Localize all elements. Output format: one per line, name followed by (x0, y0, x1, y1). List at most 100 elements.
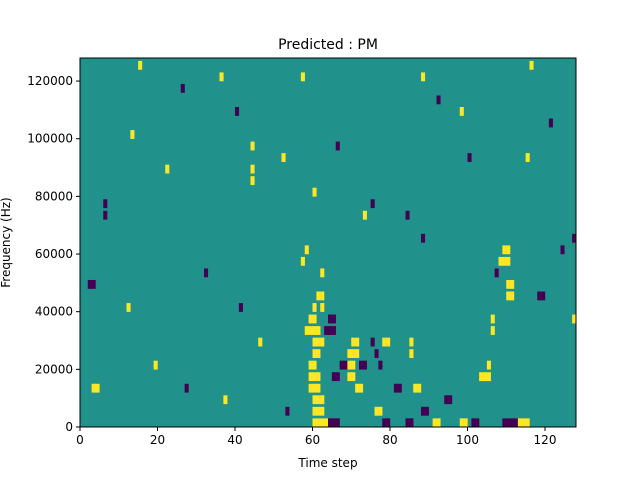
heatmap-cell (300, 256, 305, 266)
x-tick-label: 100 (456, 433, 479, 447)
heatmap-cell (517, 418, 522, 428)
heatmap-cell (393, 383, 398, 393)
heatmap-cell (510, 291, 515, 301)
heatmap-cell (324, 418, 329, 428)
y-tick-label: 120000 (27, 74, 73, 88)
heatmap-cell (421, 72, 426, 82)
heatmap-cell (502, 418, 507, 428)
heatmap-cell (378, 360, 383, 370)
heatmap-cell (382, 418, 387, 428)
heatmap-cell (560, 245, 565, 255)
heatmap-cell (483, 372, 488, 382)
heatmap-cell (355, 383, 360, 393)
heatmap-cell (548, 118, 553, 128)
heatmap-cell (486, 372, 491, 382)
heatmap-cell (328, 314, 333, 324)
heatmap-cell (494, 268, 499, 278)
heatmap-cell (91, 279, 96, 289)
heatmap-cell (541, 291, 546, 301)
heatmap-cell (331, 418, 336, 428)
heatmap-cell (343, 360, 348, 370)
heatmap-cells (87, 60, 577, 428)
heatmap-cell (467, 153, 472, 162)
heatmap-cell (506, 291, 511, 301)
heatmap-cell (362, 210, 367, 220)
heatmap-cell (312, 303, 317, 312)
heatmap-cell (510, 279, 515, 289)
heatmap-cell (413, 383, 418, 393)
heatmap-cell (320, 337, 325, 347)
heatmap-cell (409, 418, 414, 428)
heatmap-cell (320, 395, 325, 405)
heatmap-cell (219, 72, 224, 82)
heatmap-cell (184, 383, 189, 393)
heatmap-cell (506, 245, 511, 255)
heatmap-cell (351, 372, 356, 382)
heatmap-cell (405, 210, 410, 220)
heatmap-cell (331, 314, 336, 324)
heatmap-cell (312, 418, 317, 428)
heatmap-cell (506, 279, 511, 289)
y-tick-label: 0 (65, 420, 73, 434)
y-tick-label: 100000 (27, 132, 73, 146)
heatmap-cell (316, 395, 321, 405)
heatmap-cell (308, 326, 313, 335)
heatmap-cell (312, 314, 317, 324)
heatmap-cell (506, 418, 511, 428)
y-tick-label: 60000 (35, 247, 73, 261)
heatmap-cell (386, 418, 391, 428)
heatmap-cell (320, 406, 325, 416)
heatmap-cell (351, 337, 356, 347)
heatmap-cell (335, 372, 340, 382)
heatmap-cell (95, 383, 100, 393)
heatmap-cell (320, 291, 325, 301)
heatmap-cell (436, 95, 441, 105)
heatmap-cell (153, 360, 158, 370)
heatmap-cell (521, 418, 526, 428)
heatmap-cell (300, 72, 305, 82)
heatmap-cell (238, 303, 243, 312)
heatmap-cell (331, 372, 336, 382)
heatmap-cell (529, 60, 534, 70)
heatmap-cell (459, 107, 464, 116)
heatmap-cell (103, 210, 108, 220)
heatmap-cell (235, 107, 240, 116)
heatmap-cell (126, 303, 131, 312)
heatmap-cell (347, 349, 352, 359)
y-axis-label: Frequency (Hz) (0, 197, 13, 288)
heatmap-cell (165, 164, 170, 174)
heatmap-cell (281, 153, 286, 162)
x-axis-ticks: 0 20 40 60 80 100 120 (76, 427, 556, 447)
heatmap-cell (312, 406, 317, 416)
heatmap-cell (316, 349, 321, 359)
heatmap-cell (417, 383, 422, 393)
heatmap-cell (87, 279, 92, 289)
heatmap-cell (370, 337, 375, 347)
heatmap-cell (355, 349, 360, 359)
heatmap-cell (320, 303, 325, 312)
heatmap-cell (312, 360, 317, 370)
heatmap-cell (498, 256, 503, 266)
heatmap-cell (324, 326, 329, 335)
x-tick-label: 120 (534, 433, 557, 447)
heatmap-cell (312, 372, 317, 382)
heatmap-cell (320, 268, 325, 278)
heatmap-cell (525, 153, 530, 162)
heatmap-cell (308, 372, 313, 382)
y-tick-label: 20000 (35, 362, 73, 376)
heatmap-cell (397, 383, 402, 393)
heatmap-cell (335, 141, 340, 151)
heatmap-cell (370, 199, 375, 209)
heatmap-cell (374, 406, 379, 416)
heatmap-cell (331, 326, 336, 335)
heatmap-cell (308, 383, 313, 393)
x-tick-label: 0 (76, 433, 84, 447)
x-tick-label: 20 (150, 433, 165, 447)
heatmap-cell (130, 130, 135, 139)
heatmap-cell (316, 291, 321, 301)
heatmap-cell (359, 383, 364, 393)
heatmap-cell (103, 199, 108, 209)
heatmap-cell (347, 372, 352, 382)
heatmap-cell (572, 233, 577, 243)
